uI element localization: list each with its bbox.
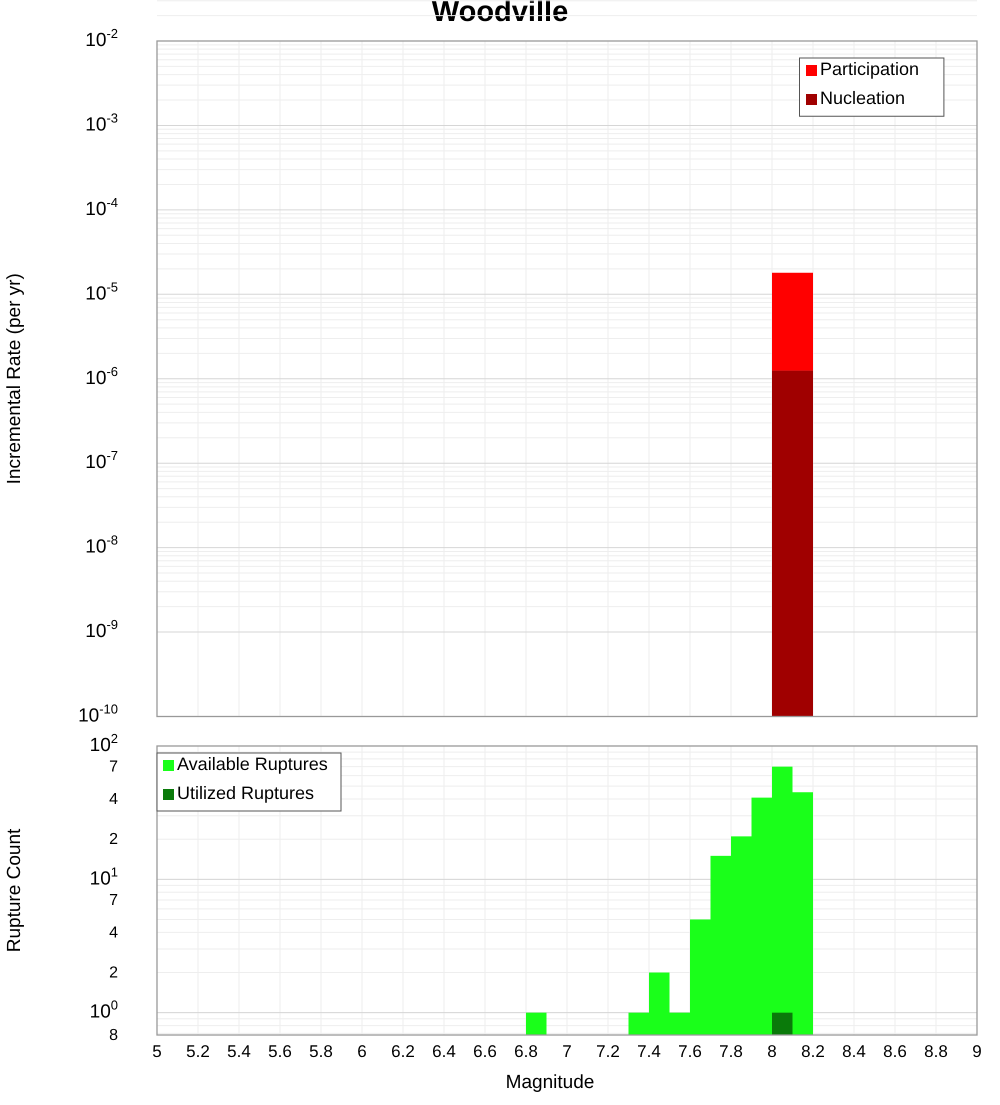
svg-text:5.6: 5.6 bbox=[268, 1042, 292, 1061]
svg-text:8.4: 8.4 bbox=[842, 1042, 866, 1061]
svg-text:Utilized Ruptures: Utilized Ruptures bbox=[177, 783, 314, 803]
svg-text:9: 9 bbox=[972, 1042, 981, 1061]
svg-text:6.4: 6.4 bbox=[432, 1042, 456, 1061]
svg-text:8: 8 bbox=[109, 1027, 118, 1044]
svg-text:7.2: 7.2 bbox=[596, 1042, 620, 1061]
svg-text:7: 7 bbox=[109, 759, 118, 776]
svg-text:Woodville: Woodville bbox=[432, 0, 568, 28]
svg-text:8: 8 bbox=[767, 1042, 776, 1061]
svg-text:5.8: 5.8 bbox=[309, 1042, 333, 1061]
svg-text:10-7: 10-7 bbox=[85, 448, 118, 473]
svg-text:5.2: 5.2 bbox=[186, 1042, 210, 1061]
svg-text:100: 100 bbox=[90, 998, 118, 1023]
svg-text:10-9: 10-9 bbox=[85, 617, 118, 642]
svg-text:101: 101 bbox=[90, 864, 118, 889]
svg-text:2: 2 bbox=[109, 965, 118, 982]
svg-text:8.2: 8.2 bbox=[801, 1042, 825, 1061]
svg-text:7.6: 7.6 bbox=[678, 1042, 702, 1061]
svg-text:10-3: 10-3 bbox=[85, 110, 118, 135]
svg-text:6.8: 6.8 bbox=[514, 1042, 538, 1061]
svg-text:Rupture Count: Rupture Count bbox=[4, 828, 25, 952]
svg-text:8.8: 8.8 bbox=[924, 1042, 948, 1061]
svg-text:2: 2 bbox=[109, 831, 118, 848]
svg-text:7.4: 7.4 bbox=[637, 1042, 661, 1061]
svg-text:Magnitude: Magnitude bbox=[506, 1072, 595, 1093]
svg-text:10-8: 10-8 bbox=[85, 533, 118, 558]
svg-text:Participation: Participation bbox=[820, 59, 919, 79]
svg-text:6.6: 6.6 bbox=[473, 1042, 497, 1061]
svg-text:Nucleation: Nucleation bbox=[820, 88, 905, 108]
svg-text:10-5: 10-5 bbox=[85, 279, 118, 304]
svg-text:10-2: 10-2 bbox=[85, 26, 118, 51]
svg-text:4: 4 bbox=[109, 791, 118, 808]
svg-text:7: 7 bbox=[109, 892, 118, 909]
svg-text:10-6: 10-6 bbox=[85, 364, 118, 389]
svg-text:5: 5 bbox=[152, 1042, 161, 1061]
svg-text:10-4: 10-4 bbox=[85, 195, 118, 220]
svg-text:Incremental Rate (per yr): Incremental Rate (per yr) bbox=[4, 273, 25, 484]
svg-text:7.8: 7.8 bbox=[719, 1042, 743, 1061]
svg-text:10-10: 10-10 bbox=[78, 702, 118, 727]
svg-text:7: 7 bbox=[562, 1042, 571, 1061]
svg-text:102: 102 bbox=[90, 731, 118, 756]
svg-text:5.4: 5.4 bbox=[227, 1042, 251, 1061]
svg-text:4: 4 bbox=[109, 924, 118, 941]
svg-text:6.2: 6.2 bbox=[391, 1042, 415, 1061]
svg-text:8.6: 8.6 bbox=[883, 1042, 907, 1061]
svg-text:Available Ruptures: Available Ruptures bbox=[177, 754, 328, 774]
svg-text:6: 6 bbox=[357, 1042, 366, 1061]
